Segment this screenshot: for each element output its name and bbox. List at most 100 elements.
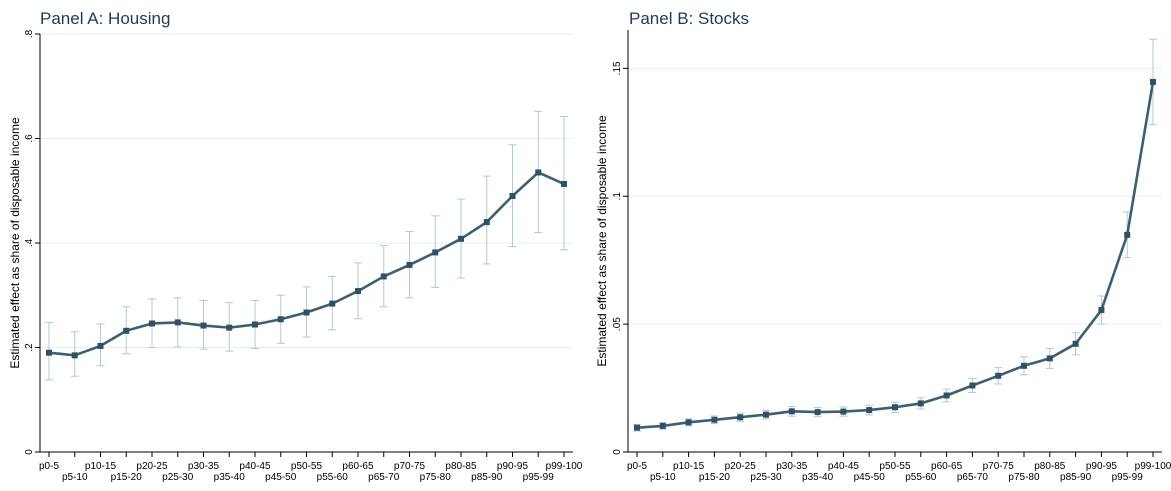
panel-a-title: Panel A: Housing (40, 9, 170, 28)
x-tick-label-15: p75-80 (1008, 472, 1040, 483)
data-point-18 (509, 192, 516, 199)
data-point-13 (380, 273, 387, 280)
x-tick-label-3: p15-20 (111, 472, 143, 483)
data-point-10 (303, 309, 310, 316)
x-tick-label-8: p40-45 (828, 461, 860, 472)
x-tick-label-6: p30-35 (776, 461, 808, 472)
data-point-1 (659, 422, 666, 429)
data-point-20 (1150, 78, 1156, 85)
x-tick-label-15: p75-80 (420, 472, 452, 483)
y-tick-label-4: .8 (24, 29, 35, 38)
data-point-15 (1021, 362, 1027, 369)
data-point-6 (788, 408, 795, 415)
data-point-20 (561, 180, 567, 187)
data-point-2 (97, 342, 104, 349)
data-point-18 (1098, 307, 1105, 314)
data-point-0 (46, 349, 52, 356)
y-tick-label-2: .4 (24, 238, 35, 247)
data-point-7 (226, 324, 233, 331)
x-tick-label-19: p95-99 (1112, 472, 1144, 483)
panel-b-title: Panel B: Stocks (629, 9, 749, 28)
x-tick-label-10: p50-55 (291, 461, 323, 472)
y-axis-label: Estimated effect as share of disposable … (8, 117, 22, 369)
x-tick-label-8: p40-45 (239, 461, 271, 472)
panel-b-stocks: Panel B: Stocks 0 .05 .1 .15 Estimated effec… (595, 9, 1171, 483)
data-point-10 (892, 404, 898, 411)
data-point-9 (277, 316, 284, 323)
x-tick-label-14: p70-75 (394, 461, 426, 472)
x-tick-label-4: p20-25 (136, 461, 168, 472)
x-tick-label-2: p10-15 (673, 461, 705, 472)
data-point-3 (711, 416, 718, 423)
data-point-11 (329, 300, 336, 307)
data-point-6 (200, 322, 207, 329)
y-tick-label-0: 0 (24, 449, 35, 455)
y-tick-label-1: .2 (24, 343, 35, 352)
x-tick-label-4: p20-25 (725, 461, 757, 472)
x-tick-label-17: p85-90 (471, 472, 503, 483)
x-tick-label-0: p0-5 (627, 461, 647, 472)
data-point-4 (737, 414, 744, 421)
data-point-8 (252, 321, 258, 328)
data-point-5 (763, 411, 769, 418)
x-tick-label-5: p25-30 (750, 472, 782, 483)
data-point-19 (535, 169, 542, 176)
y-tick-label-0: 0 (612, 449, 623, 455)
data-point-3 (123, 327, 130, 334)
x-tick-label-5: p25-30 (162, 472, 194, 483)
x-tick-label-14: p70-75 (983, 461, 1015, 472)
x-tick-label-2: p10-15 (85, 461, 117, 472)
data-point-12 (355, 288, 361, 295)
data-point-2 (685, 419, 692, 426)
x-tick-label-12: p60-65 (931, 461, 963, 472)
x-tick-label-11: p55-60 (317, 472, 349, 483)
data-point-17 (1072, 340, 1079, 347)
y-axis-label: Estimated effect as share of disposable … (595, 115, 609, 367)
x-tick-label-6: p30-35 (188, 461, 220, 472)
data-point-11 (917, 400, 924, 407)
data-point-16 (1046, 355, 1053, 362)
x-tick-label-1: p5-10 (650, 472, 676, 483)
x-tick-label-20: p99-100 (546, 461, 583, 472)
x-tick-label-1: p5-10 (62, 472, 88, 483)
data-point-0 (634, 424, 640, 431)
data-point-8 (840, 408, 847, 415)
data-point-7 (814, 409, 821, 416)
x-tick-label-18: p90-95 (497, 461, 529, 472)
x-tick-label-13: p65-70 (957, 472, 989, 483)
x-tick-label-16: p80-85 (445, 461, 477, 472)
data-point-14 (995, 372, 1002, 379)
data-point-12 (943, 392, 950, 399)
data-point-19 (1124, 231, 1131, 238)
x-tick-label-19: p95-99 (523, 472, 555, 483)
data-point-15 (432, 249, 439, 256)
data-point-13 (969, 382, 976, 389)
data-point-1 (71, 352, 78, 359)
y-tick-label-2: .1 (612, 192, 623, 201)
x-tick-label-3: p15-20 (699, 472, 731, 483)
x-tick-label-16: p80-85 (1034, 461, 1066, 472)
x-tick-label-10: p50-55 (879, 461, 911, 472)
x-tick-label-9: p45-50 (854, 472, 886, 483)
x-tick-label-0: p0-5 (39, 461, 59, 472)
x-tick-label-12: p60-65 (342, 461, 374, 472)
series-line-0 (636, 81, 1155, 429)
x-tick-label-18: p90-95 (1086, 461, 1118, 472)
data-point-5 (174, 319, 181, 326)
x-tick-label-13: p65-70 (368, 472, 400, 483)
data-point-14 (406, 261, 413, 268)
data-point-4 (149, 320, 155, 327)
x-tick-label-7: p35-40 (802, 472, 834, 483)
y-tick-label-3: .6 (24, 134, 35, 143)
panel-a-housing: Panel A: Housing 0 .2 .4 .6 .8 Estimated effe… (8, 9, 583, 483)
y-tick-label-3: .15 (612, 61, 623, 75)
x-tick-label-20: p99-100 (1135, 461, 1171, 472)
y-tick-label-1: .05 (612, 317, 623, 331)
data-point-17 (483, 219, 490, 226)
x-tick-label-17: p85-90 (1060, 472, 1092, 483)
x-tick-label-9: p45-50 (265, 472, 297, 483)
x-tick-label-7: p35-40 (214, 472, 246, 483)
data-point-9 (866, 407, 873, 414)
x-tick-label-11: p55-60 (905, 472, 937, 483)
